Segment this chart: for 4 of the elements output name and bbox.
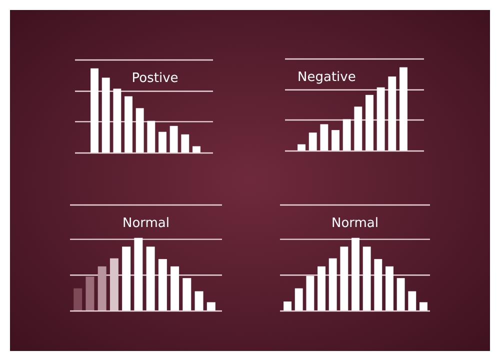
chart-title: Normal [122,216,170,231]
chart-title: Postive [132,71,178,86]
chart-title: Normal [331,216,379,231]
chart-title: Negative [298,70,356,85]
